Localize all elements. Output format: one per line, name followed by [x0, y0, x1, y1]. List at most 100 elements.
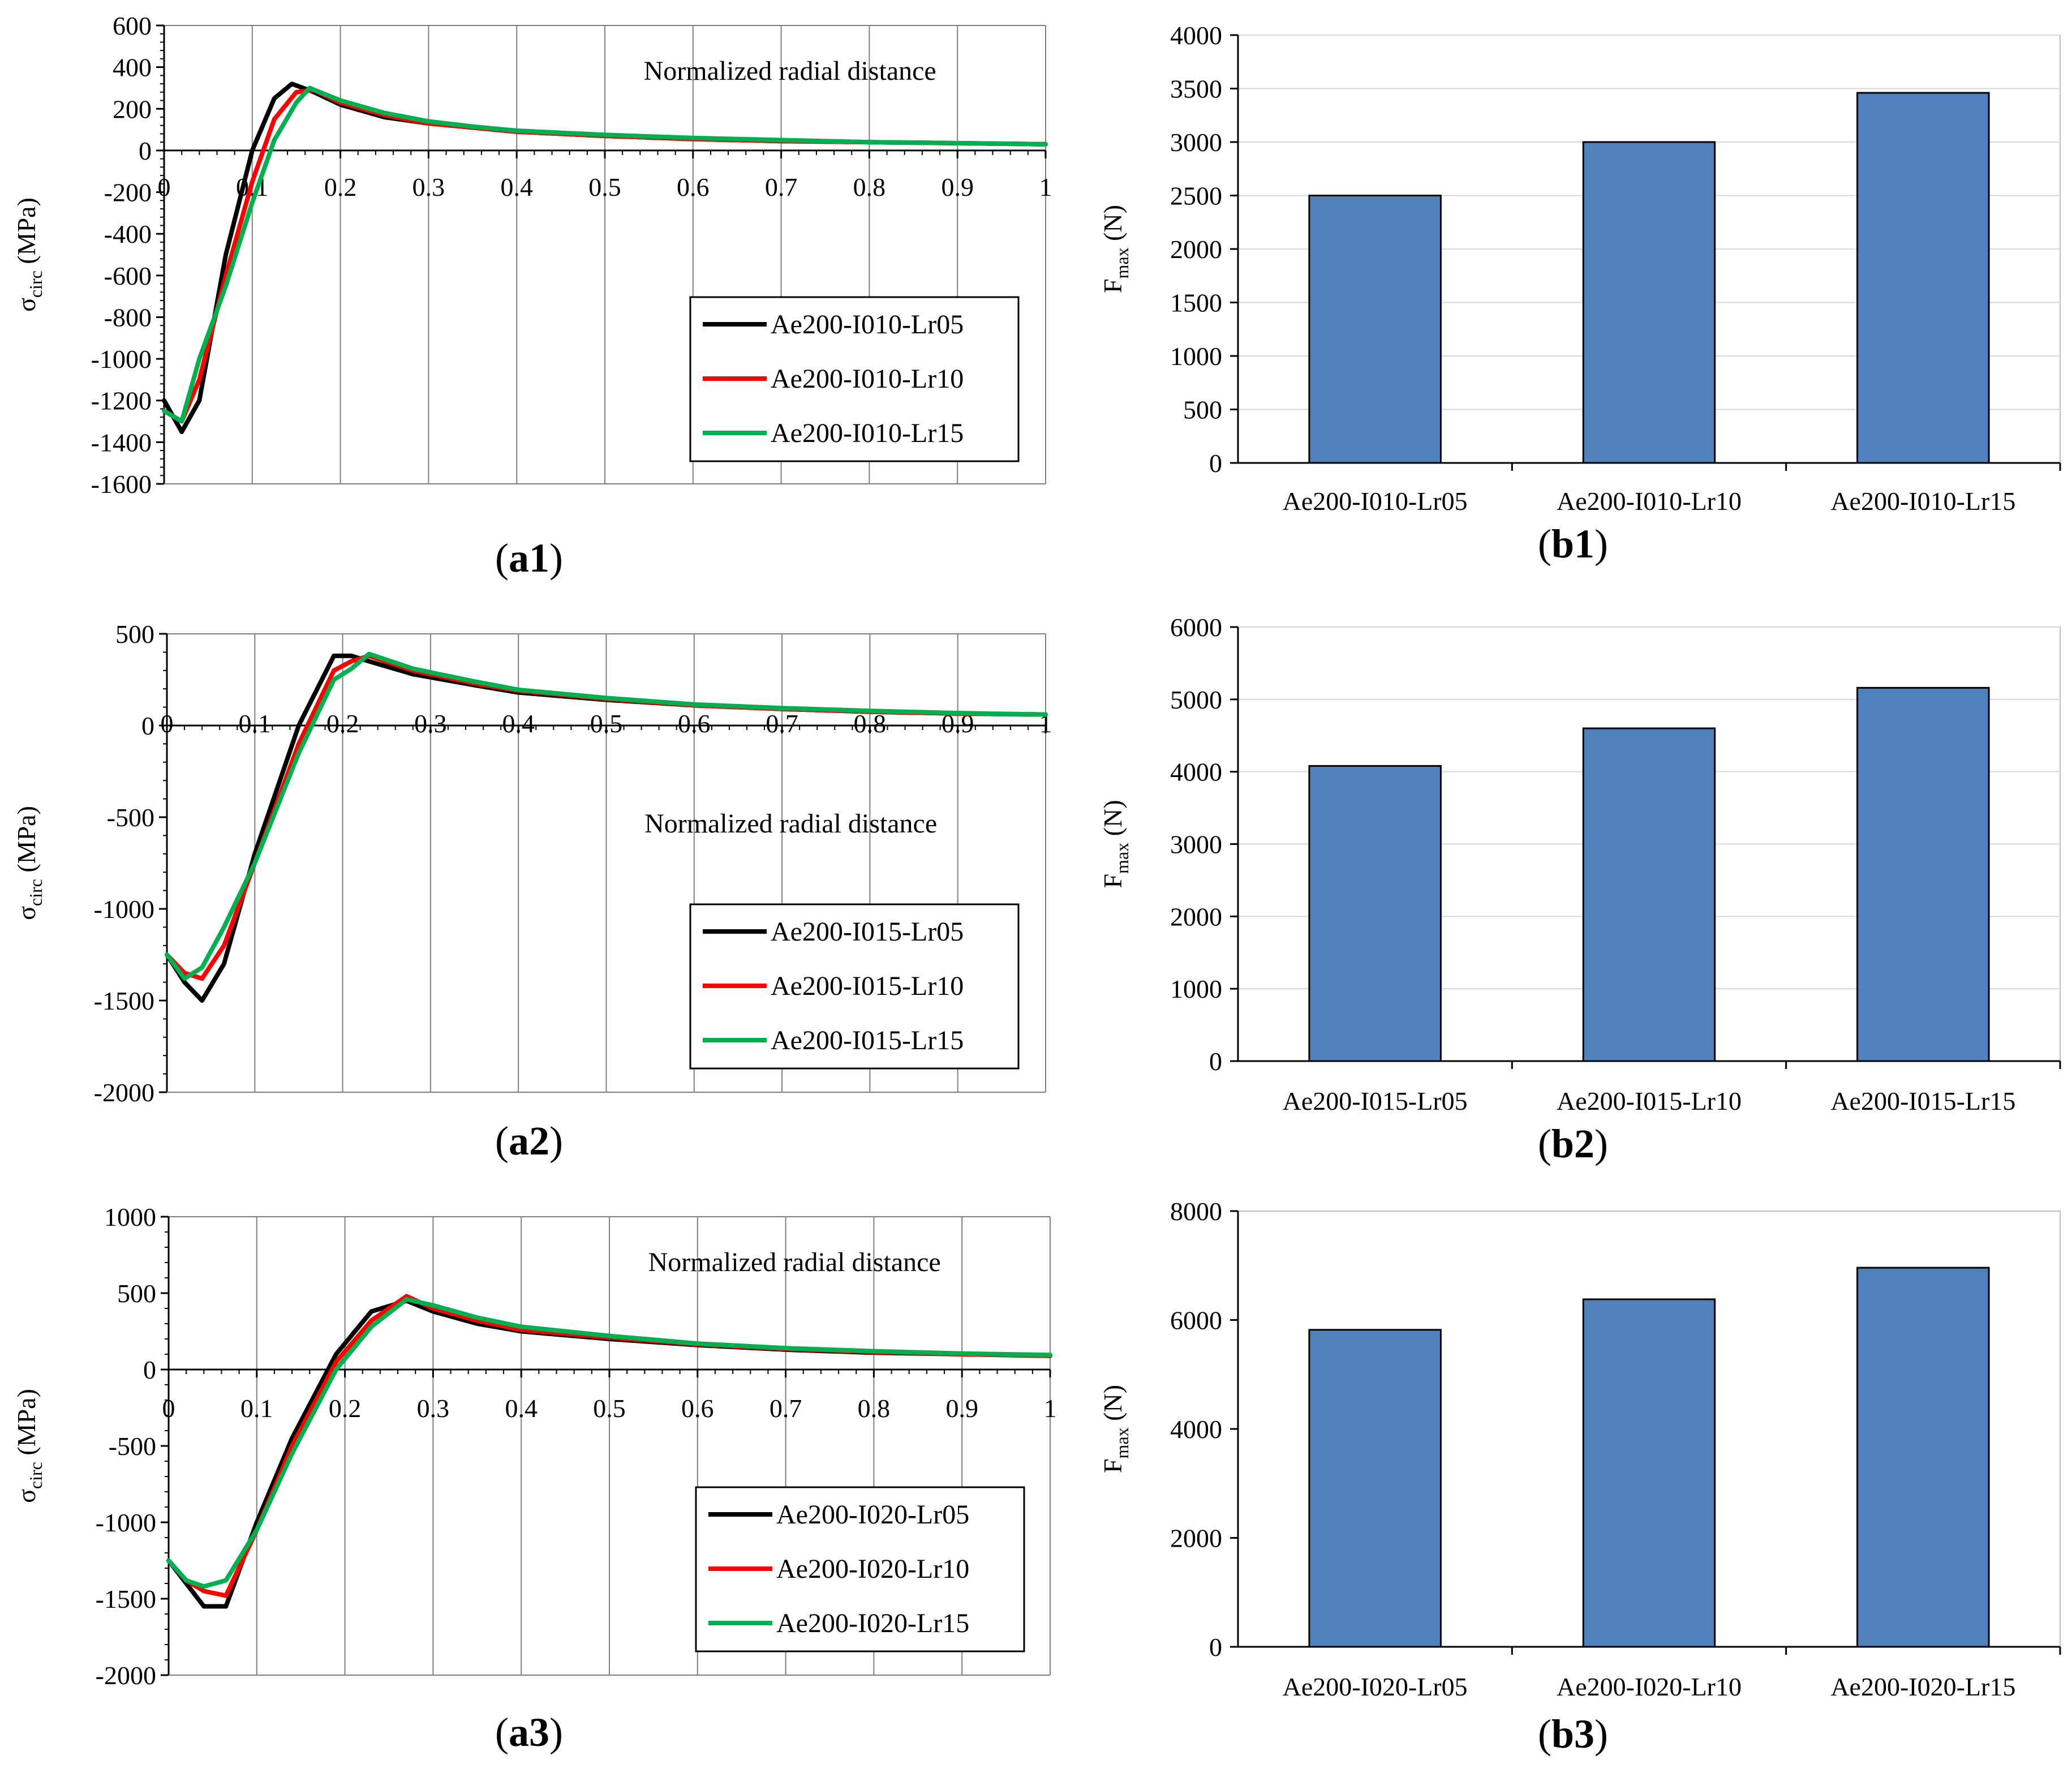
x-tick-label: 0.5	[590, 709, 623, 738]
panel-label: (b2)	[1538, 1121, 1608, 1166]
legend-label: Ae200-I010-Lr10	[771, 364, 964, 394]
x-tick-label: 0.8	[853, 173, 886, 201]
legend-label: Ae200-I020-Lr15	[776, 1608, 969, 1638]
x-tick-label: 0.9	[941, 173, 974, 201]
legend-label: Ae200-I020-Lr10	[776, 1554, 969, 1584]
y-tick-label: 4000	[1170, 758, 1222, 787]
category-label: Ae200-I020-Lr15	[1830, 1672, 2015, 1701]
y-tick-label: 3000	[1170, 128, 1222, 157]
y-axis-label: σcirc (MPa)	[12, 1389, 46, 1503]
panel-label: (a2)	[495, 1118, 563, 1164]
x-tick-label: 1	[1039, 173, 1052, 201]
x-axis-title: Normalized radial distance	[644, 809, 937, 839]
category-label: Ae200-I015-Lr15	[1830, 1087, 2015, 1115]
legend-label: Ae200-I010-Lr05	[771, 310, 964, 340]
y-tick-label: -1600	[91, 470, 152, 499]
x-tick-label: 0	[161, 709, 174, 738]
y-tick-label: -1000	[91, 345, 152, 374]
y-tick-label: -1000	[96, 1508, 156, 1537]
panel-label: (b1)	[1538, 521, 1608, 566]
x-tick-label: 0.1	[240, 1394, 273, 1423]
x-tick-label: 1	[1044, 1394, 1057, 1423]
panel-label: (b3)	[1538, 1711, 1608, 1757]
y-tick-label: 2000	[1170, 902, 1222, 931]
y-tick-label: -1400	[91, 428, 152, 457]
y-tick-label: 0	[1209, 1633, 1222, 1662]
bar	[1582, 727, 1716, 1062]
y-tick-label: -200	[104, 178, 152, 207]
x-tick-label: 0.3	[417, 1394, 450, 1423]
y-tick-label: 1000	[1170, 342, 1222, 371]
y-tick-label: 3000	[1170, 830, 1222, 859]
y-axis-label: Fmax (N)	[1098, 800, 1132, 888]
bar	[1308, 1329, 1442, 1648]
category-label: Ae200-I020-Lr05	[1283, 1672, 1468, 1701]
line-chart-a2: -2000 -1500 -1000 -500 0 500 0 0.1 0.2 0.3 0.4 0.5 0…	[12, 620, 1052, 1164]
legend-label: Ae200-I015-Lr15	[771, 1025, 964, 1055]
series-line	[166, 1297, 1052, 1589]
bar-chart-b2: 0 1000 2000 3000 4000 5000 6000 Ae200-I015-Lr05…	[1098, 613, 2061, 1166]
y-tick-label: -1200	[91, 387, 152, 415]
y-tick-label: 0	[141, 711, 154, 740]
x-tick-label: 0.7	[765, 173, 798, 201]
y-tick-label: 5000	[1170, 685, 1222, 714]
y-axis-label: Fmax (N)	[1098, 205, 1132, 293]
category-label: Ae200-I015-Lr10	[1557, 1087, 1742, 1115]
y-tick-label: 500	[1183, 396, 1222, 424]
x-tick-label: 0.2	[324, 173, 357, 201]
y-tick-label: 4000	[1170, 21, 1222, 50]
x-tick-label: 0.4	[502, 709, 535, 738]
category-label: Ae200-I010-Lr10	[1557, 487, 1742, 516]
series-line	[165, 651, 1048, 981]
y-axis-label: Fmax (N)	[1098, 1385, 1132, 1473]
x-tick-label: 0.5	[588, 173, 621, 201]
y-tick-label: -500	[109, 1432, 156, 1461]
bar	[1856, 92, 1990, 464]
bar	[1582, 1298, 1716, 1648]
category-label: Ae200-I015-Lr05	[1283, 1087, 1468, 1115]
bar	[1582, 141, 1716, 464]
legend-label: Ae200-I015-Lr05	[771, 917, 964, 947]
panel-label: (a3)	[495, 1710, 563, 1755]
panel-label: (a1)	[495, 535, 563, 581]
series-line	[162, 85, 1048, 424]
y-tick-label: 6000	[1170, 613, 1222, 642]
y-tick-label: -2000	[94, 1078, 154, 1107]
y-tick-label: -1000	[94, 895, 154, 924]
category-label: Ae200-I010-Lr05	[1283, 487, 1468, 516]
bar	[1308, 765, 1442, 1062]
x-tick-label: 0	[158, 173, 171, 201]
y-tick-label: -800	[104, 303, 152, 332]
y-tick-label: 2500	[1170, 182, 1222, 211]
x-tick-label: 0.6	[681, 1394, 714, 1423]
y-tick-label: 2000	[1170, 1524, 1222, 1553]
y-tick-label: -400	[104, 220, 152, 248]
y-tick-label: -1500	[94, 986, 154, 1015]
x-axis-title: Normalized radial distance	[648, 1247, 941, 1277]
y-tick-label: 500	[117, 1279, 156, 1308]
x-tick-label: 0.7	[766, 709, 798, 738]
y-tick-label: 0	[1209, 449, 1222, 478]
category-label: Ae200-I010-Lr15	[1830, 487, 2015, 516]
y-tick-label: 500	[115, 620, 154, 649]
y-axis-label: σcirc (MPa)	[12, 806, 46, 920]
bar	[1308, 195, 1442, 464]
x-tick-label: 0	[162, 1394, 175, 1423]
y-tick-label: 0	[139, 136, 152, 165]
y-tick-label: 4000	[1170, 1415, 1222, 1444]
y-tick-label: 0	[143, 1355, 156, 1384]
bar	[1856, 1267, 1990, 1648]
x-tick-label: 0.7	[770, 1394, 802, 1423]
x-tick-label: 0.6	[678, 709, 711, 738]
line-chart-a1: -1600-1400-1200-1000-800-600-400-2000200…	[12, 11, 1052, 581]
x-tick-label: 0.4	[500, 173, 533, 201]
x-tick-label: 0.3	[412, 173, 445, 201]
x-tick-label: 0.5	[593, 1394, 626, 1423]
y-axis-label: σcirc (MPa)	[12, 198, 46, 312]
x-tick-label: 0.9	[945, 1394, 978, 1423]
y-tick-label: 0	[1209, 1047, 1222, 1076]
x-tick-label: 0.2	[329, 1394, 362, 1423]
y-tick-label: 1000	[1170, 975, 1222, 1003]
